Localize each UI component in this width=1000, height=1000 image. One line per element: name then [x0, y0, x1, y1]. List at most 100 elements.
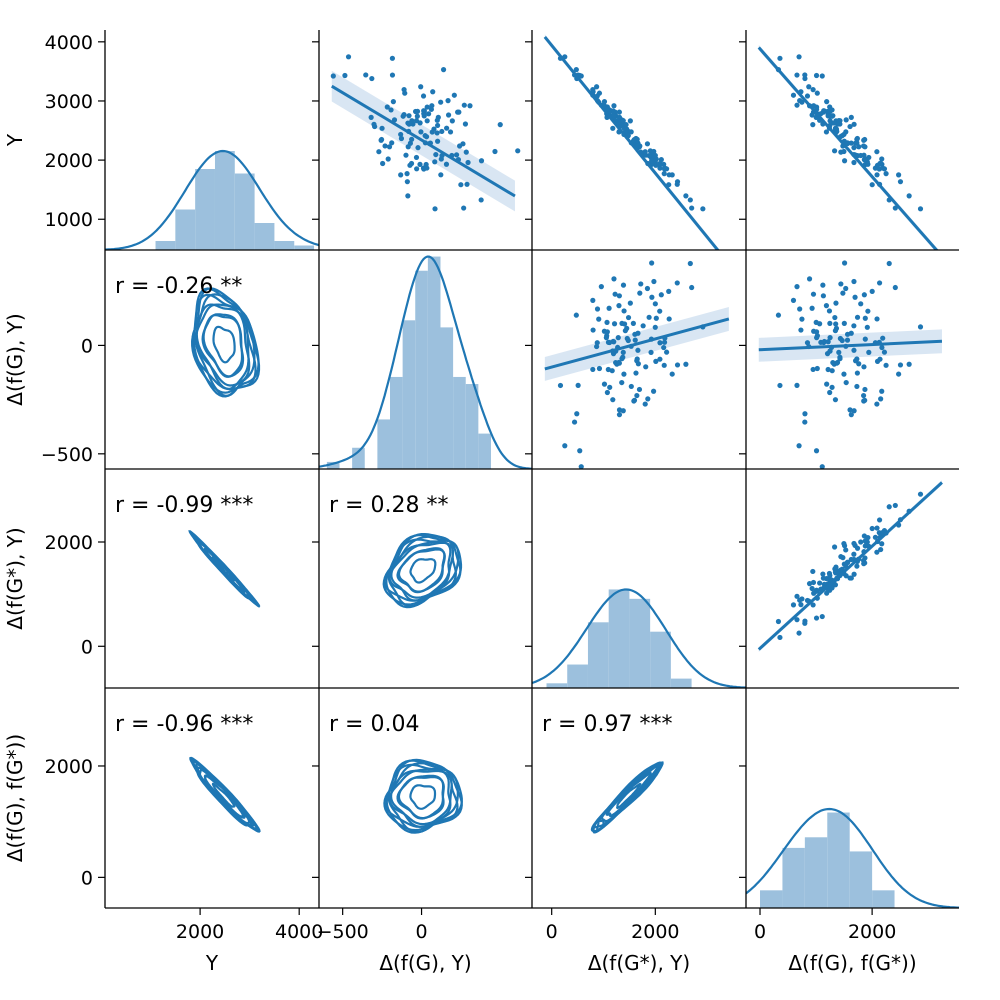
y-tick-label: 2000	[45, 532, 93, 554]
scatter-point	[616, 407, 623, 413]
cell-r2-c0: r = -0.99 ***	[98, 469, 319, 689]
kde-contour	[194, 303, 251, 387]
scatter-point	[658, 292, 664, 298]
scatter-point	[876, 280, 883, 286]
scatter-point	[790, 297, 797, 303]
y-tick-label: −500	[41, 444, 93, 466]
hist-bar	[294, 245, 315, 250]
scatter-point	[443, 161, 450, 167]
scatter-point	[604, 329, 610, 335]
scatter-point	[851, 347, 857, 353]
scatter-point	[478, 158, 485, 164]
scatter-point	[666, 288, 672, 294]
scatter-point	[623, 235, 628, 240]
scatter-point	[653, 358, 659, 364]
scatter-point	[832, 125, 839, 131]
hist-bar	[587, 622, 609, 688]
scatter-point	[674, 362, 681, 368]
scatter-point	[829, 384, 835, 390]
scatter-point	[881, 349, 888, 355]
scatter-point	[463, 149, 469, 155]
scatter-point	[860, 392, 867, 399]
scatter-point	[831, 544, 838, 550]
hist-bar	[804, 837, 828, 908]
scatter-point	[634, 392, 640, 399]
scatter-point	[380, 160, 386, 167]
scatter-point	[777, 382, 783, 389]
scatter-point	[461, 102, 467, 108]
y-tick-label: 0	[81, 867, 93, 889]
scatter-point	[596, 365, 603, 372]
scatter-point	[432, 159, 438, 165]
scatter-point	[847, 123, 853, 130]
scatter-point	[646, 153, 652, 159]
scatter-point	[823, 129, 830, 135]
scatter-point	[829, 585, 835, 591]
scatter-point	[806, 581, 813, 587]
scatter-point	[818, 339, 824, 345]
scatter-point	[848, 114, 854, 120]
scatter-point	[432, 206, 438, 212]
scatter-point	[644, 141, 651, 147]
scatter-point	[406, 113, 412, 119]
scatter-point	[439, 128, 445, 135]
scatter-point	[414, 166, 420, 172]
kde-contour	[191, 293, 257, 391]
scatter-point	[874, 401, 880, 407]
hist-bar	[175, 209, 196, 250]
scatter-point	[799, 316, 805, 322]
scatter-point	[892, 284, 898, 291]
hist-bar	[827, 812, 850, 908]
scatter-point	[596, 90, 603, 96]
hist-bar	[872, 890, 895, 908]
scatter-point	[854, 545, 861, 551]
scatter-point	[638, 281, 644, 287]
scatter-point	[809, 585, 815, 592]
hist-bar	[670, 678, 692, 688]
scatter-point	[594, 84, 600, 90]
scatter-point	[687, 260, 693, 267]
scatter-point	[635, 347, 641, 353]
scatter-point	[814, 90, 820, 96]
scatter-point	[449, 118, 455, 124]
scatter-point	[378, 137, 384, 143]
scatter-point	[874, 316, 880, 322]
y-axis-label: Δ(f(G*), Y)	[3, 527, 27, 629]
kde-curve	[532, 588, 746, 688]
scatter-point	[851, 121, 857, 127]
scatter-point	[802, 72, 808, 78]
plot-grid: r = -0.26 ** r = -0.99 *** r = 0.28 ** r = …	[98, 30, 959, 915]
correlation-label: r = -0.96 ***	[115, 712, 253, 737]
scatter-point	[802, 620, 808, 626]
scatter-point	[906, 361, 912, 367]
scatter-point	[797, 98, 803, 104]
scatter-point	[851, 408, 857, 414]
scatter-point	[596, 316, 602, 322]
scatter-point	[836, 118, 842, 124]
scatter-point	[657, 340, 663, 346]
scatter-point	[824, 99, 830, 105]
scatter-point	[824, 590, 830, 596]
scatter-point	[876, 517, 883, 523]
scatter-point	[598, 284, 604, 290]
scatter-point	[619, 356, 625, 362]
scatter-point	[662, 165, 668, 171]
scatter-point	[594, 306, 601, 312]
scatter-point	[578, 464, 584, 469]
hist-bar	[377, 419, 390, 469]
scatter-point	[627, 300, 633, 306]
scatter-point	[838, 554, 844, 560]
scatter-point	[858, 301, 864, 307]
scatter-point	[813, 329, 820, 335]
correlation-label: r = -0.99 ***	[115, 493, 253, 518]
scatter-point	[407, 162, 413, 168]
scatter-point	[372, 123, 378, 130]
scatter-point	[851, 571, 857, 577]
scatter-point	[829, 113, 835, 119]
scatter-point	[794, 284, 800, 290]
scatter-point	[464, 181, 470, 187]
cell-r0-c1	[312, 30, 532, 251]
kde-contour	[598, 764, 659, 823]
scatter-point	[869, 182, 875, 188]
scatter-point	[874, 172, 880, 178]
